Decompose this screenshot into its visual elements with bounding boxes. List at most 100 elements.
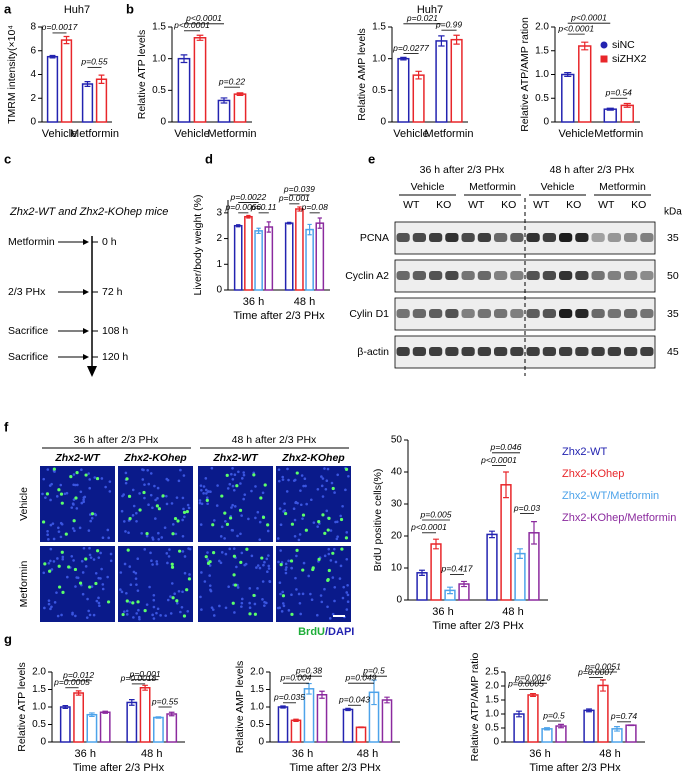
- nucleus: [200, 571, 203, 574]
- nucleus: [80, 501, 84, 505]
- y-tick-label: 1.5: [372, 22, 386, 33]
- bar: [513, 713, 525, 743]
- nucleus: [284, 568, 288, 571]
- y-tick-label: 1.0: [485, 709, 499, 720]
- nucleus: [219, 535, 223, 538]
- nucleus: [261, 491, 265, 495]
- nucleus: [226, 487, 230, 490]
- nucleus: [277, 560, 280, 564]
- blot-treatment: Metformin: [599, 181, 646, 193]
- nucleus: [213, 519, 216, 522]
- brdu-spot: [238, 508, 243, 512]
- nucleus: [263, 560, 266, 564]
- blot-band: [640, 233, 654, 242]
- bar: [355, 726, 367, 743]
- nucleus: [61, 555, 65, 559]
- y-tick-label: 2.0: [485, 681, 499, 692]
- error-bar: [317, 217, 322, 229]
- nucleus: [151, 506, 154, 510]
- nucleus: [243, 493, 247, 496]
- y-tick-label: 1.5: [32, 684, 46, 695]
- y-tick-label: 0.5: [535, 93, 549, 104]
- blot-row-label: PCNA: [360, 232, 389, 244]
- y-tick-label: 3: [216, 207, 222, 218]
- x-tick-label: 48 h: [357, 748, 378, 760]
- p-value: p=0.0022: [230, 192, 267, 202]
- brdu-spot: [231, 601, 235, 605]
- bar: [86, 713, 98, 743]
- nucleus: [87, 529, 91, 532]
- legend-label: Zhx2-WT: [562, 446, 608, 458]
- nucleus: [90, 516, 94, 520]
- nucleus: [97, 556, 101, 559]
- nucleus: [74, 585, 77, 588]
- x-tick-label: 48 h: [502, 606, 523, 618]
- brdu-spot: [252, 593, 256, 598]
- nucleus: [170, 502, 174, 505]
- nucleus: [149, 472, 153, 475]
- nucleus: [240, 597, 244, 601]
- nucleus: [329, 529, 333, 532]
- brdu-spot: [339, 517, 344, 522]
- x-axis-label: Time after 2/3 PHx: [432, 620, 524, 632]
- y-tick-label: 1.5: [535, 45, 549, 56]
- y-tick-label: 2: [30, 93, 36, 104]
- nucleus: [52, 560, 56, 563]
- nucleus: [164, 614, 167, 617]
- timeline-time: 72 h: [102, 286, 123, 298]
- brdu-spot: [125, 599, 129, 603]
- p-value: p=0.0016: [514, 672, 551, 682]
- nucleus: [210, 606, 214, 609]
- nucleus: [321, 495, 325, 498]
- nucleus: [152, 598, 156, 602]
- blot-band: [559, 271, 573, 280]
- nucleus: [305, 502, 308, 506]
- brdu-spot: [52, 467, 56, 471]
- nucleus: [143, 548, 147, 551]
- nucleus: [59, 483, 63, 487]
- p-value: p=0.22: [218, 76, 246, 86]
- nucleus: [149, 551, 152, 555]
- p-value: p=0.049: [345, 672, 377, 682]
- brdu-spot: [317, 520, 321, 524]
- nucleus: [333, 585, 337, 589]
- x-tick-label: Metformin: [594, 128, 643, 140]
- nucleus: [231, 503, 234, 507]
- nucleus: [341, 596, 345, 600]
- bar: [177, 57, 191, 123]
- x-tick-label: 36 h: [529, 748, 550, 760]
- nucleus: [327, 547, 331, 551]
- p-value: p=0.0007: [577, 667, 614, 677]
- nucleus: [323, 554, 327, 558]
- nucleus: [293, 535, 297, 538]
- nucleus: [177, 589, 181, 593]
- blot-header: 36 h after 2/3 PHx: [420, 164, 505, 176]
- image-genotype: Zhx2-WT: [212, 452, 259, 464]
- brdu-spot: [58, 585, 62, 589]
- timeline-event: Sacrifice: [8, 351, 48, 363]
- nucleus: [232, 547, 236, 550]
- brdu-spot: [69, 475, 73, 479]
- blot-band: [494, 271, 508, 280]
- nucleus: [261, 580, 265, 583]
- nucleus: [76, 483, 79, 487]
- nucleus: [267, 564, 271, 568]
- nucleus: [125, 591, 128, 595]
- nucleus: [165, 494, 168, 498]
- nucleus: [127, 531, 130, 535]
- nucleus: [165, 502, 169, 506]
- x-tick-label: 36 h: [292, 748, 313, 760]
- nucleus: [248, 601, 251, 605]
- blot-kda: 50: [667, 270, 679, 282]
- nucleus: [147, 503, 150, 507]
- brdu-spot: [344, 467, 349, 471]
- bar: [305, 228, 314, 291]
- nucleus: [248, 606, 252, 610]
- blot-band: [559, 233, 573, 242]
- nucleus: [142, 468, 145, 472]
- blot-band: [429, 347, 443, 356]
- blot-band: [510, 309, 524, 318]
- nucleus: [74, 483, 77, 487]
- brdu-spot: [59, 492, 64, 496]
- p-value: p=0.0005: [507, 679, 544, 689]
